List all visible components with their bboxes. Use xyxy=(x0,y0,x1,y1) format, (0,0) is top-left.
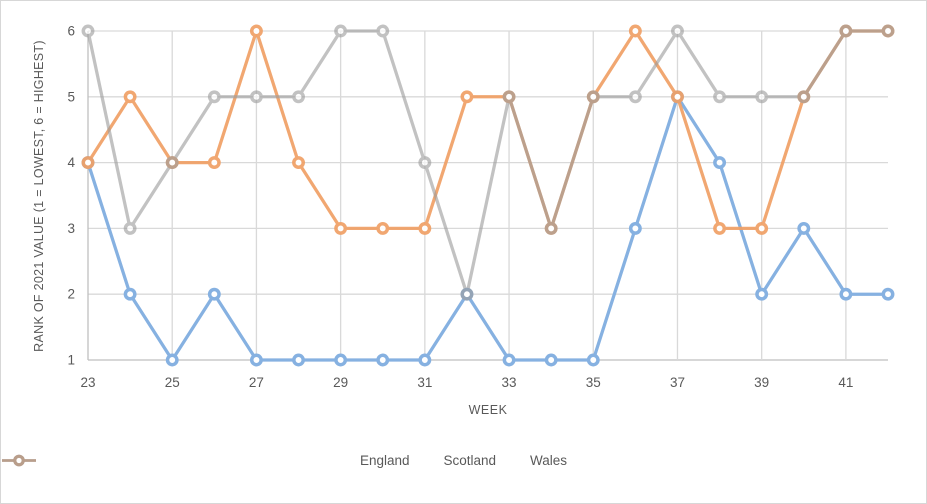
y-tick-label: 5 xyxy=(67,89,75,104)
wales-marker xyxy=(502,90,516,104)
y-tick-label: 3 xyxy=(67,221,75,236)
scotland-marker xyxy=(755,221,769,235)
series-wales xyxy=(81,24,895,301)
y-tick-label: 4 xyxy=(67,155,75,170)
england-marker xyxy=(165,353,179,367)
england-marker xyxy=(502,353,516,367)
scotland-marker xyxy=(376,221,390,235)
scotland-marker xyxy=(671,90,684,104)
england-marker xyxy=(839,287,853,301)
legend-item-wales[interactable]: Wales xyxy=(2,453,568,468)
y-tick-label: 6 xyxy=(67,24,75,39)
wales-marker xyxy=(881,24,895,38)
x-tick-label: 29 xyxy=(333,375,348,390)
england-line xyxy=(86,95,890,362)
wales-marker xyxy=(207,90,221,104)
wales-marker xyxy=(839,24,853,38)
england-marker xyxy=(292,353,305,367)
x-tick-label: 31 xyxy=(417,375,432,390)
wales-marker xyxy=(334,24,348,38)
scotland-marker xyxy=(334,221,348,235)
england-marker xyxy=(713,156,727,170)
wales-marker xyxy=(671,24,684,38)
england-marker xyxy=(123,287,137,301)
y-tick-label: 2 xyxy=(67,287,75,302)
y-axis-title: RANK OF 2021 VALUE (1 = LOWEST, 6 = HIGH… xyxy=(32,40,46,352)
wales-marker xyxy=(123,221,137,235)
y-tick-label: 1 xyxy=(67,353,75,368)
wales-marker xyxy=(586,90,600,104)
england-marker xyxy=(628,221,642,235)
wales-marker xyxy=(376,24,390,38)
wales-marker xyxy=(249,90,263,104)
legend-label-wales: Wales xyxy=(530,453,568,468)
x-tick-label: 37 xyxy=(670,375,685,390)
wales-marker xyxy=(460,287,474,301)
england-marker xyxy=(586,353,600,367)
scotland-marker xyxy=(628,24,642,38)
wales-marker xyxy=(165,156,179,170)
england-marker xyxy=(544,353,558,367)
wales-marker xyxy=(755,90,769,104)
x-tick-label: 25 xyxy=(165,375,180,390)
england-marker xyxy=(881,287,895,301)
scotland-marker xyxy=(713,221,727,235)
wales-marker xyxy=(418,156,432,170)
legend: England Scotland Wales xyxy=(1,453,926,468)
wales-marker xyxy=(81,24,95,38)
england-marker xyxy=(334,353,348,367)
x-tick-label: 33 xyxy=(502,375,517,390)
scotland-marker xyxy=(460,90,474,104)
wales-marker xyxy=(544,221,558,235)
england-marker xyxy=(249,353,263,367)
wales-line xyxy=(86,29,890,296)
legend-label-england: England xyxy=(359,453,410,468)
wales-legend-marker-icon xyxy=(2,454,36,467)
england-marker xyxy=(755,287,769,301)
scotland-marker xyxy=(81,156,95,170)
legend-label-scotland: Scotland xyxy=(443,453,497,468)
x-tick-label: 41 xyxy=(838,375,853,390)
scotland-marker xyxy=(292,156,305,170)
legend-item-england[interactable]: England xyxy=(2,453,410,468)
scotland-marker xyxy=(207,156,221,170)
england-marker xyxy=(207,287,221,301)
wales-marker xyxy=(628,90,642,104)
england-marker xyxy=(418,353,432,367)
england-marker xyxy=(797,221,811,235)
scotland-marker xyxy=(249,24,263,38)
england-marker xyxy=(376,353,390,367)
x-tick-label: 35 xyxy=(586,375,601,390)
scotland-line xyxy=(86,29,890,231)
x-axis-title: WEEK xyxy=(468,403,508,417)
x-tick-label: 23 xyxy=(80,375,95,390)
wales-marker xyxy=(713,90,727,104)
x-tick-label: 27 xyxy=(249,375,264,390)
legend-item-scotland[interactable]: Scotland xyxy=(2,453,497,468)
wales-marker xyxy=(797,90,811,104)
wales-marker xyxy=(292,90,305,104)
scotland-marker xyxy=(418,221,432,235)
scotland-marker xyxy=(123,90,137,104)
x-tick-label: 39 xyxy=(754,375,769,390)
